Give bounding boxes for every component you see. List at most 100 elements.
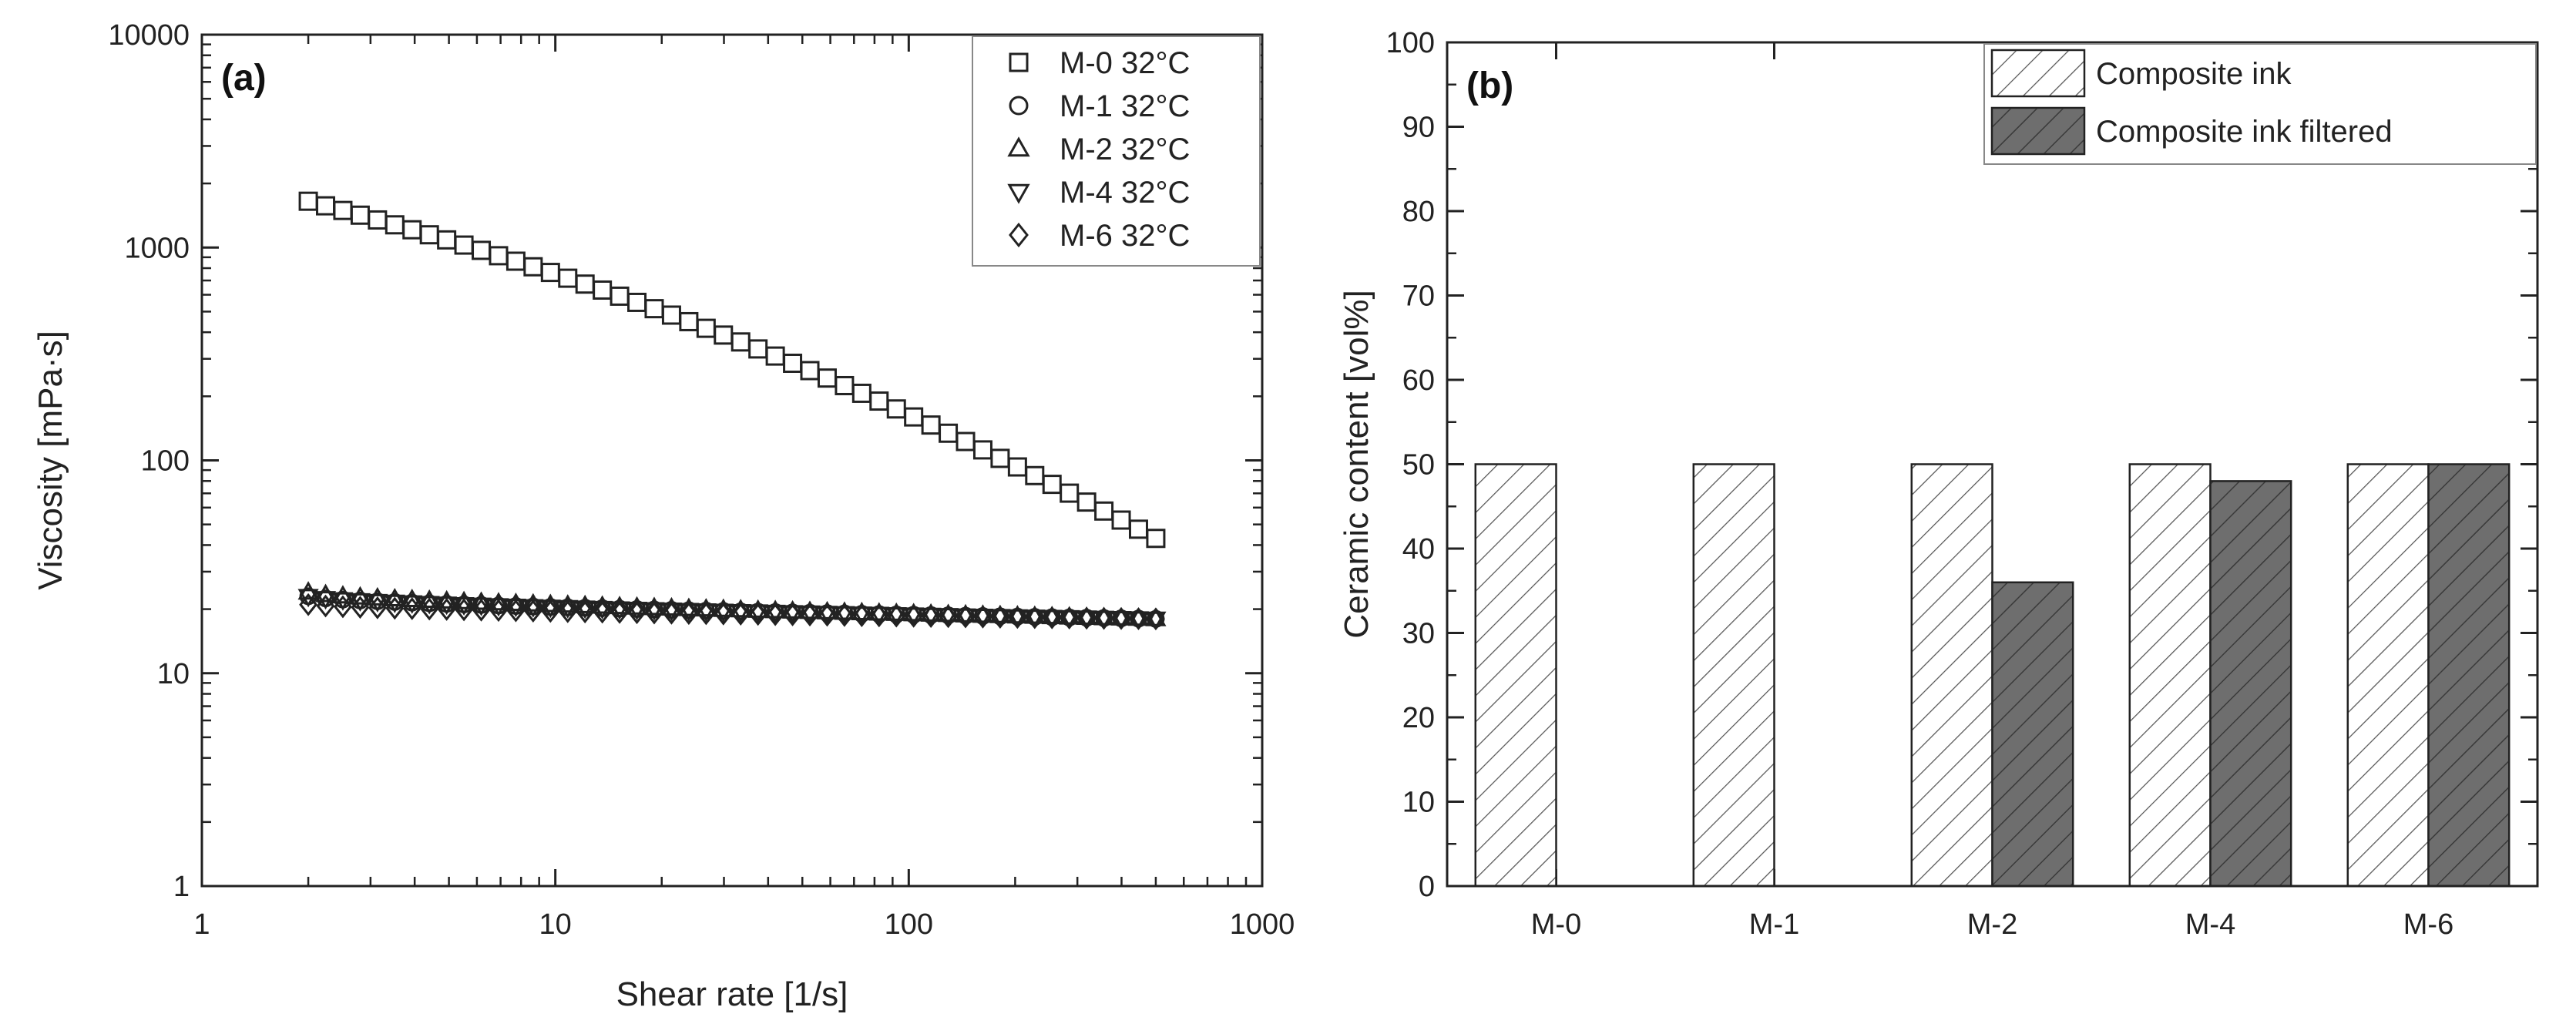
data-point-diamond [852,604,872,627]
data-point-diamond [1060,606,1079,629]
x-tick-label: 100 [885,908,933,941]
data-point-triangle-up [384,587,405,606]
data-point-diamond [956,605,975,629]
data-point-square [1060,483,1080,503]
data-point-triangle-down [1059,609,1080,629]
data-point-diamond [593,600,612,624]
data-point-diamond [869,604,888,628]
data-point-triangle-down [1041,609,1063,629]
x-tick-label: M-0 [1531,908,1581,941]
data-point-square [540,263,560,283]
data-point-square [886,399,906,419]
data-point-square [817,368,837,388]
bar-composite-ink [2128,463,2212,888]
data-point-diamond [351,596,370,619]
data-point-triangle-up [332,585,354,604]
data-point-diamond [1112,606,1130,630]
data-point-diamond [1043,606,1062,629]
chart-b-plot-frame [1446,41,2539,888]
data-point-triangle-down [938,608,959,627]
chart-a-panel-label: (a) [221,58,267,99]
legend-entry: Composite ink [2096,57,2292,91]
data-point-diamond [835,603,854,627]
data-point-square [661,305,681,325]
data-point-diamond [731,603,751,626]
data-point-diamond [783,603,802,626]
data-point-square [765,346,785,366]
chart-b-panel-label: (b) [1466,65,1513,106]
data-point-square [939,423,959,443]
bar-composite-ink-filtered [2209,480,2292,888]
data-point-diamond [904,604,923,628]
legend-entry: M-0 32°C [1060,46,1190,80]
data-point-diamond [645,601,663,625]
data-point-square [696,318,716,338]
legend-entry: M-2 32°C [1060,133,1190,166]
data-point-square [800,361,820,381]
data-point-triangle-up [574,594,596,613]
y-tick-label: 70 [1402,280,1435,313]
bar-composite-ink [2346,463,2430,888]
data-point-diamond [714,602,733,626]
x-tick-label: M-2 [1967,908,2017,941]
data-point-square [1025,465,1045,485]
data-point-square [956,431,976,452]
data-point-square [523,257,543,277]
data-point-triangle-up [557,594,579,613]
data-point-square [437,230,457,250]
data-point-triangle-up [418,589,440,608]
data-point-square [1146,529,1166,549]
data-point-triangle-up [1110,606,1132,626]
data-point-triangle-up [1076,606,1097,626]
data-point-triangle-up [505,593,526,612]
y-tick-label: 60 [1402,364,1435,397]
y-tick-label: 90 [1402,112,1435,144]
x-tick-label: M-4 [2185,908,2235,941]
bar-composite-ink [1692,463,1775,888]
data-point-diamond [316,594,335,618]
legend-swatch [1990,106,2086,156]
data-point-square [385,215,405,235]
data-point-diamond [662,601,681,625]
data-point-diamond [506,599,526,623]
x-tick-label: 1000 [1230,908,1295,941]
data-point-square [489,246,509,266]
data-point-triangle-down [1024,609,1046,629]
y-tick-label: 50 [1402,449,1435,482]
legend-marker-triangle-down [1007,183,1030,204]
legend-entry: M-1 32°C [1060,89,1190,123]
chart-b-y-axis-title: Ceramic content [vol%] [1338,290,1375,638]
data-point-triangle-down [1145,611,1167,630]
data-point-diamond [801,603,819,627]
data-point-diamond [385,596,405,620]
y-tick-label: 40 [1402,533,1435,566]
chart-b: 0 10 20 30 40 50 60 70 80 90 100 M-0 M-1 M-2 M-4 M-6 (b… [1338,27,2539,941]
chart-a-legend: M-0 32°C M-1 32°C M-2 32°C M-4 32°C M-6 32°C [972,35,1261,267]
bar-composite-ink [1474,463,1557,888]
data-point-square [505,251,526,271]
data-point-square [298,191,318,211]
data-point-triangle-up [1059,606,1080,625]
data-point-diamond [455,598,474,622]
data-point-triangle-up [349,586,371,605]
chart-a-plot-frame [200,33,1264,888]
data-point-triangle-up [1145,607,1167,626]
data-point-triangle-up [1041,606,1063,625]
data-point-triangle-up [660,596,683,616]
legend-entry: Composite ink filtered [2096,115,2393,149]
data-point-triangle-down [972,608,994,628]
data-point-triangle-up [401,588,423,608]
data-point-triangle-up [522,593,544,612]
x-tick-label: M-1 [1749,908,1799,941]
data-point-triangle-down [955,608,976,627]
data-point-triangle-up [488,592,509,611]
data-point-diamond [402,597,421,620]
data-point-square [714,325,734,345]
data-point-square [419,225,439,245]
data-point-square [730,332,751,352]
data-point-diamond [939,605,958,629]
data-point-square [921,415,941,435]
data-point-square [1007,457,1027,477]
data-point-triangle-up [539,593,561,613]
